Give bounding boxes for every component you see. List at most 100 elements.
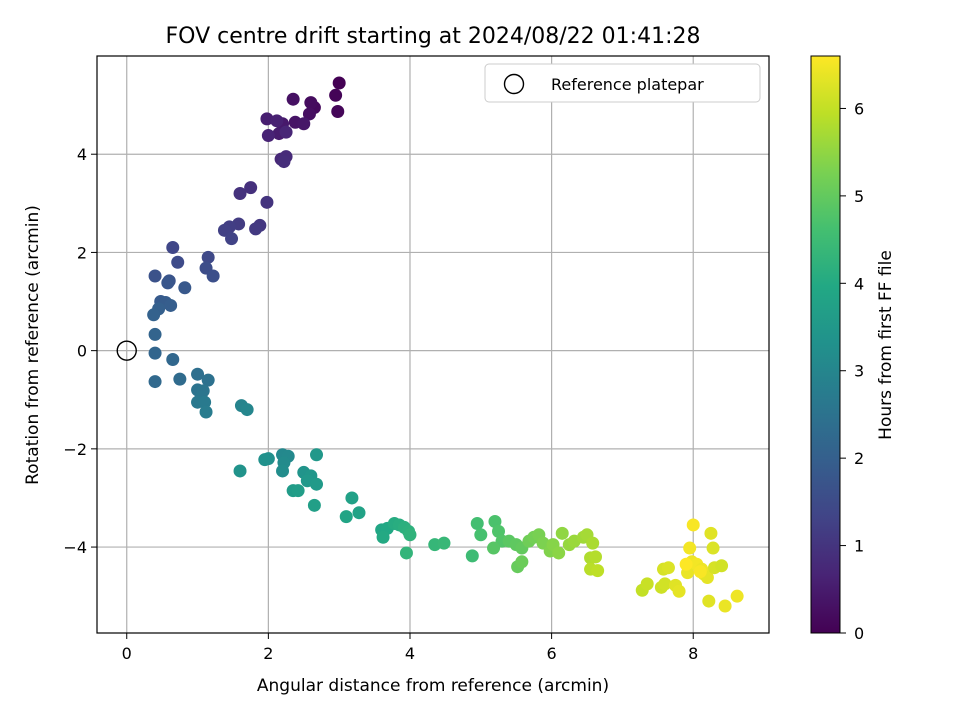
data-point xyxy=(166,241,180,255)
colorbar-tick-label: 4 xyxy=(854,274,864,293)
x-axis-ticks: 0 2 4 6 8 xyxy=(122,633,698,663)
x-tick-label: 6 xyxy=(547,644,557,663)
data-point xyxy=(297,117,311,131)
data-point xyxy=(279,125,293,139)
data-point xyxy=(302,107,316,121)
data-point xyxy=(206,269,220,283)
data-point xyxy=(304,96,318,110)
data-point xyxy=(286,92,300,106)
x-tick-label: 2 xyxy=(263,644,273,663)
data-point xyxy=(661,561,675,575)
data-point xyxy=(148,269,162,283)
data-point xyxy=(331,104,345,118)
data-point xyxy=(345,491,359,505)
y-axis-ticks: −4 −2 0 2 4 xyxy=(63,145,97,557)
data-point xyxy=(310,477,324,491)
data-points xyxy=(147,76,744,613)
data-point xyxy=(148,327,162,341)
colorbar-tick-label: 3 xyxy=(854,362,864,381)
x-axis-label: Angular distance from reference (arcmin) xyxy=(257,676,609,696)
colorbar-tick-label: 1 xyxy=(854,537,864,556)
legend-reference-label: Reference platepar xyxy=(551,75,704,94)
x-tick-label: 4 xyxy=(405,644,415,663)
data-point xyxy=(352,506,366,520)
colorbar-tick-label: 2 xyxy=(854,449,864,468)
colorbar-tick-label: 0 xyxy=(854,624,864,643)
y-tick-label: −2 xyxy=(63,440,87,459)
data-point xyxy=(492,524,506,538)
data-point xyxy=(201,250,215,264)
plot-frame xyxy=(96,55,770,634)
data-point xyxy=(706,541,720,555)
data-point xyxy=(552,546,566,560)
data-point xyxy=(249,222,263,236)
data-point xyxy=(171,255,185,269)
data-point xyxy=(376,530,390,544)
data-point xyxy=(225,232,239,246)
data-point xyxy=(260,195,274,209)
data-point xyxy=(332,76,346,90)
chart-title: FOV centre drift starting at 2024/08/22 … xyxy=(166,24,701,49)
data-point xyxy=(640,577,654,591)
data-point xyxy=(166,352,180,366)
data-point xyxy=(591,564,605,578)
y-tick-label: −4 xyxy=(63,538,87,557)
data-point xyxy=(704,526,718,540)
data-point xyxy=(199,405,213,419)
data-point xyxy=(147,308,161,322)
data-point xyxy=(589,550,603,564)
data-point xyxy=(307,498,321,512)
data-point xyxy=(658,577,672,591)
data-point xyxy=(191,367,205,381)
data-point xyxy=(399,546,413,560)
data-point xyxy=(201,373,215,387)
data-point xyxy=(693,565,707,579)
data-point xyxy=(261,129,275,143)
y-tick-label: 2 xyxy=(77,243,87,262)
data-point xyxy=(310,448,324,462)
data-point xyxy=(679,557,693,571)
data-point xyxy=(683,541,697,555)
data-point xyxy=(488,515,502,529)
data-point xyxy=(260,112,274,126)
data-point xyxy=(730,589,744,603)
data-point xyxy=(291,484,305,498)
data-point xyxy=(586,536,600,550)
reference-platepar-marker xyxy=(116,340,137,361)
data-point xyxy=(244,181,258,195)
data-point xyxy=(702,594,716,608)
legend-reference-icon xyxy=(503,73,525,95)
y-tick-label: 4 xyxy=(77,145,87,164)
data-point xyxy=(329,88,343,102)
data-point xyxy=(148,375,162,389)
data-point xyxy=(276,464,290,478)
data-point xyxy=(672,584,686,598)
y-axis-label: Rotation from reference (arcmin) xyxy=(23,205,43,485)
data-point xyxy=(487,541,501,555)
data-point xyxy=(515,555,529,569)
data-point xyxy=(270,114,284,128)
data-point xyxy=(555,526,569,540)
x-tick-label: 8 xyxy=(688,644,698,663)
data-point xyxy=(277,155,291,169)
data-point xyxy=(437,536,451,550)
x-tick-label: 0 xyxy=(122,644,132,663)
colorbar: 0 1 2 3 4 5 6 Hours from first FF file xyxy=(810,55,896,643)
data-point xyxy=(233,464,247,478)
legend-box xyxy=(484,63,761,103)
data-point xyxy=(258,453,272,467)
data-point xyxy=(240,403,254,417)
data-point xyxy=(339,510,353,524)
data-point xyxy=(161,276,175,290)
legend: Reference platepar xyxy=(484,63,761,103)
data-point xyxy=(465,549,479,563)
data-point xyxy=(718,599,732,613)
data-point xyxy=(164,298,178,312)
colorbar-tick-label: 5 xyxy=(854,187,864,206)
data-point xyxy=(173,372,187,386)
data-point xyxy=(403,528,417,542)
data-point xyxy=(470,516,484,530)
data-point xyxy=(474,528,488,542)
data-point xyxy=(148,346,162,360)
